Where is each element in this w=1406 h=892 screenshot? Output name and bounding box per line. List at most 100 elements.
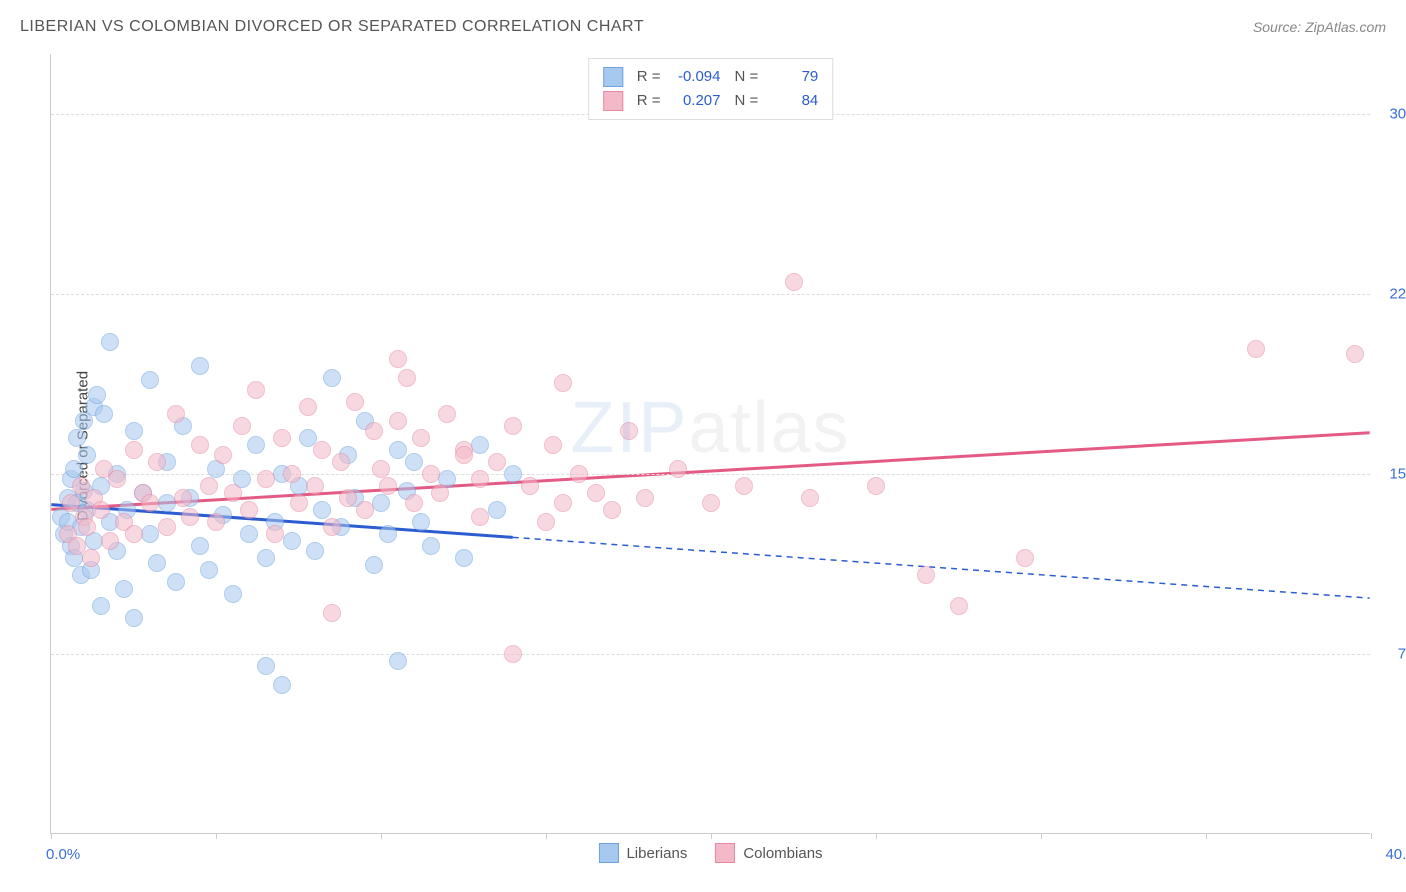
legend-stat-row: R = -0.094 N = 79 (603, 65, 819, 89)
y-tick-label: 7.5% (1377, 646, 1406, 663)
data-point (455, 549, 473, 567)
data-point (273, 676, 291, 694)
data-point (365, 556, 383, 574)
gridline (51, 654, 1370, 655)
data-point (537, 513, 555, 531)
data-point (554, 374, 572, 392)
data-point (65, 460, 83, 478)
data-point (273, 429, 291, 447)
watermark: ZIPatlas (570, 387, 850, 469)
data-point (405, 453, 423, 471)
data-point (233, 417, 251, 435)
data-point (174, 489, 192, 507)
x-tick (876, 833, 877, 839)
data-point (92, 597, 110, 615)
n-value: 84 (766, 89, 818, 113)
data-point (62, 494, 80, 512)
x-tick (711, 833, 712, 839)
x-tick (51, 833, 52, 839)
data-point (158, 518, 176, 536)
data-point (544, 436, 562, 454)
data-point (389, 350, 407, 368)
legend-series-label: Liberians (626, 845, 687, 862)
data-point (191, 357, 209, 375)
data-point (101, 532, 119, 550)
data-point (488, 501, 506, 519)
series-legend: Liberians Colombians (598, 843, 822, 863)
data-point (455, 446, 473, 464)
data-point (422, 465, 440, 483)
x-tick (1371, 833, 1372, 839)
n-label: N = (735, 65, 759, 89)
data-point (88, 386, 106, 404)
data-point (438, 405, 456, 423)
data-point (422, 537, 440, 555)
source-attribution: Source: ZipAtlas.com (1253, 19, 1386, 35)
legend-series-item: Colombians (715, 843, 822, 863)
data-point (115, 580, 133, 598)
data-point (389, 441, 407, 459)
data-point (587, 484, 605, 502)
data-point (379, 477, 397, 495)
scatter-chart: ZIPatlas R = -0.094 N = 79 R = 0.207 N =… (50, 54, 1370, 834)
data-point (570, 465, 588, 483)
data-point (158, 494, 176, 512)
data-point (224, 585, 242, 603)
data-point (950, 597, 968, 615)
data-point (521, 477, 539, 495)
data-point (306, 542, 324, 560)
legend-series-label: Colombians (743, 845, 822, 862)
data-point (191, 537, 209, 555)
data-point (299, 398, 317, 416)
data-point (125, 525, 143, 543)
data-point (240, 525, 258, 543)
data-point (148, 554, 166, 572)
data-point (283, 465, 301, 483)
data-point (224, 484, 242, 502)
x-tick (1041, 833, 1042, 839)
data-point (306, 477, 324, 495)
data-point (356, 501, 374, 519)
n-value: 79 (766, 65, 818, 89)
r-label: R = (637, 89, 661, 113)
data-point (389, 652, 407, 670)
data-point (78, 446, 96, 464)
data-point (372, 460, 390, 478)
data-point (92, 501, 110, 519)
data-point (200, 477, 218, 495)
data-point (867, 477, 885, 495)
data-point (95, 405, 113, 423)
x-axis-max-label: 40.0% (1385, 846, 1406, 863)
correlation-legend: R = -0.094 N = 79 R = 0.207 N = 84 (588, 58, 834, 120)
data-point (240, 501, 258, 519)
data-point (200, 561, 218, 579)
legend-stat-row: R = 0.207 N = 84 (603, 89, 819, 113)
data-point (1247, 340, 1265, 358)
data-point (735, 477, 753, 495)
data-point (257, 470, 275, 488)
data-point (167, 573, 185, 591)
data-point (323, 518, 341, 536)
data-point (257, 549, 275, 567)
data-point (313, 441, 331, 459)
r-value: -0.094 (669, 65, 721, 89)
data-point (412, 429, 430, 447)
data-point (191, 436, 209, 454)
data-point (620, 422, 638, 440)
data-point (471, 436, 489, 454)
data-point (125, 441, 143, 459)
data-point (247, 381, 265, 399)
data-point (125, 609, 143, 627)
data-point (636, 489, 654, 507)
legend-swatch (715, 843, 735, 863)
data-point (283, 532, 301, 550)
data-point (379, 525, 397, 543)
data-point (82, 549, 100, 567)
data-point (669, 460, 687, 478)
x-axis-min-label: 0.0% (46, 846, 80, 863)
data-point (247, 436, 265, 454)
data-point (266, 525, 284, 543)
y-tick-label: 22.5% (1377, 286, 1406, 303)
data-point (1346, 345, 1364, 363)
data-point (141, 371, 159, 389)
